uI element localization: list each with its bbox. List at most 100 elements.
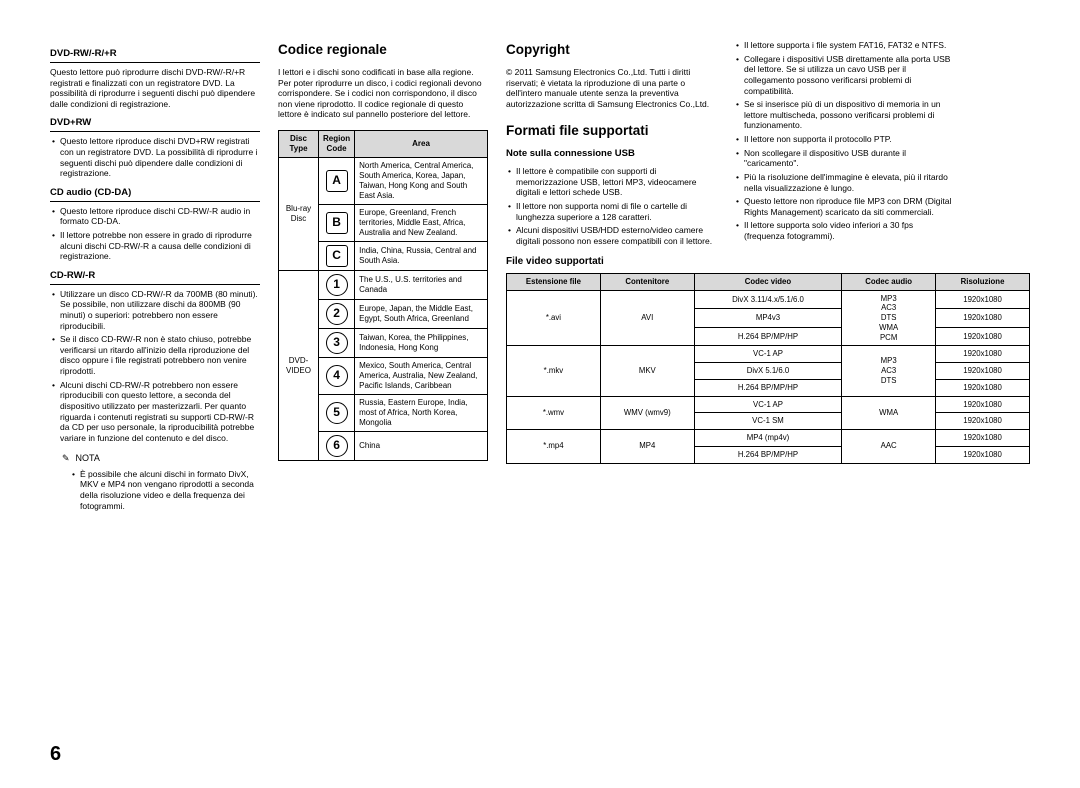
region-icon-a: A <box>326 170 348 192</box>
region-code-cell: 5 <box>319 395 355 432</box>
th-disctype: Disc Type <box>279 131 319 158</box>
cell-res: 1920x1080 <box>936 327 1030 346</box>
cell-cont: WMV (wmv9) <box>600 396 694 429</box>
cell-vcodec: H.264 BP/MP/HP <box>694 327 842 346</box>
region-code-cell: A <box>319 158 355 205</box>
th-region: Region Code <box>319 131 355 158</box>
cell-ext: *.avi <box>507 290 601 346</box>
cell-vcodec: VC-1 AP <box>694 396 842 413</box>
cell-vcodec: H.264 BP/MP/HP <box>694 446 842 463</box>
th-cont: Contenitore <box>600 274 694 291</box>
list-item: Questo lettore riproduce dischi DVD+RW r… <box>50 136 260 179</box>
list-usb: Il lettore è compatibile con supporti di… <box>506 166 716 246</box>
list-item: Il lettore non supporta il protocollo PT… <box>734 134 956 145</box>
cell-res: 1920x1080 <box>936 396 1030 413</box>
cell-acodec: AAC <box>842 430 936 463</box>
heading-dvdprw: DVD+RW <box>50 117 260 132</box>
heading-filevideo: File video supportati <box>506 256 1030 269</box>
note-icon: ✎ <box>62 453 70 463</box>
heading-usb: Note sulla connessione USB <box>506 148 716 162</box>
region-area-cell: The U.S., U.S. territories and Canada <box>355 271 488 300</box>
column-2: Codice regionale I lettori e i dischi so… <box>278 40 488 730</box>
cell-res: 1920x1080 <box>936 346 1030 363</box>
region-icon-c: C <box>326 245 348 267</box>
text-codice: I lettori e i dischi sono codificati in … <box>278 67 488 120</box>
video-table: Estensione file Contenitore Codec video … <box>506 273 1030 464</box>
list-item: Il lettore supporta solo video inferiori… <box>734 220 956 241</box>
column-1: DVD-RW/-R/+R Questo lettore può riprodur… <box>50 40 260 730</box>
cell-ext: *.mp4 <box>507 430 601 463</box>
page-content: DVD-RW/-R/+R Questo lettore può riprodur… <box>50 40 1030 730</box>
column-3: Copyright © 2011 Samsung Electronics Co.… <box>506 40 1030 730</box>
list-item: Il lettore supporta i file system FAT16,… <box>734 40 956 51</box>
cell-bluray-label: Blu-ray Disc <box>279 158 319 271</box>
region-icon-1: 1 <box>326 274 348 296</box>
region-icon-b: B <box>326 212 348 234</box>
th-ext: Estensione file <box>507 274 601 291</box>
cell-vcodec: DivX 3.11/4.x/5.1/6.0 <box>694 290 842 309</box>
nota-list: È possibile che alcuni dischi in formato… <box>70 469 260 512</box>
region-code-cell: B <box>319 205 355 242</box>
list-cdrw: Utilizzare un disco CD-RW/-R da 700MB (8… <box>50 289 260 444</box>
region-code-cell: 2 <box>319 300 355 329</box>
column-4: Il lettore supporta i file system FAT16,… <box>734 40 956 250</box>
cell-vcodec: VC-1 AP <box>694 346 842 363</box>
th-vcodec: Codec video <box>694 274 842 291</box>
list-item: Il lettore potrebbe non essere in grado … <box>50 230 260 262</box>
cell-res: 1920x1080 <box>936 290 1030 309</box>
cell-res: 1920x1080 <box>936 446 1030 463</box>
nota-label: NOTA <box>76 453 100 463</box>
cell-acodec: MP3 AC3 DTS <box>842 346 936 396</box>
region-code-cell: 1 <box>319 271 355 300</box>
cell-res: 1920x1080 <box>936 430 1030 447</box>
region-area-cell: North America, Central America, South Am… <box>355 158 488 205</box>
list-item: Questo lettore non riproduce file MP3 co… <box>734 196 956 217</box>
heading-cdrw: CD-RW/-R <box>50 270 260 285</box>
th-area: Area <box>355 131 488 158</box>
list-cdaudio: Questo lettore riproduce dischi CD-RW/-R… <box>50 206 260 262</box>
list-item: Collegare i dispositivi USB direttamente… <box>734 54 956 97</box>
region-area-cell: India, China, Russia, Central and South … <box>355 242 488 271</box>
cell-cont: MP4 <box>600 430 694 463</box>
cell-acodec: MP3 AC3 DTS WMA PCM <box>842 290 936 346</box>
cell-vcodec: VC-1 SM <box>694 413 842 430</box>
list-item: Il lettore non supporta nomi di file o c… <box>506 201 716 222</box>
cell-dvdvideo-label: DVD-VIDEO <box>279 271 319 461</box>
cell-acodec: WMA <box>842 396 936 429</box>
region-area-cell: Mexico, South America, Central America, … <box>355 358 488 395</box>
region-icon-2: 2 <box>326 303 348 325</box>
list-item: Se si inserisce più di un dispositivo di… <box>734 99 956 131</box>
list-item: Se il disco CD-RW/-R non è stato chiuso,… <box>50 334 260 377</box>
cell-vcodec: MP4 (mp4v) <box>694 430 842 447</box>
cell-res: 1920x1080 <box>936 379 1030 396</box>
region-table: Disc Type Region Code Area Blu-ray Disc … <box>278 130 488 461</box>
heading-formati: Formati file supportati <box>506 123 716 140</box>
heading-cdaudio: CD audio (CD-DA) <box>50 187 260 202</box>
list-item: Il lettore è compatibile con supporti di… <box>506 166 716 198</box>
region-icon-6: 6 <box>326 435 348 457</box>
cell-res: 1920x1080 <box>936 363 1030 380</box>
heading-dvdrw: DVD-RW/-R/+R <box>50 48 260 63</box>
list-item: Utilizzare un disco CD-RW/-R da 700MB (8… <box>50 289 260 332</box>
list-col4: Il lettore supporta i file system FAT16,… <box>734 40 956 242</box>
nota-block: ✎ NOTA <box>62 453 260 464</box>
cell-ext: *.mkv <box>507 346 601 396</box>
heading-codice: Codice regionale <box>278 42 488 59</box>
region-code-cell: 3 <box>319 329 355 358</box>
cell-res: 1920x1080 <box>936 309 1030 328</box>
list-item: Non scollegare il dispositivo USB durant… <box>734 148 956 169</box>
list-item: Questo lettore riproduce dischi CD-RW/-R… <box>50 206 260 227</box>
heading-copyright: Copyright <box>506 42 716 59</box>
region-icon-3: 3 <box>326 332 348 354</box>
region-icon-4: 4 <box>326 365 348 387</box>
cell-ext: *.wmv <box>507 396 601 429</box>
list-item: Più la risoluzione dell'immagine è eleva… <box>734 172 956 193</box>
list-item: È possibile che alcuni dischi in formato… <box>70 469 260 512</box>
region-icon-5: 5 <box>326 402 348 424</box>
region-code-cell: C <box>319 242 355 271</box>
list-item: Alcuni dischi CD-RW/-R potrebbero non es… <box>50 380 260 444</box>
region-code-cell: 6 <box>319 432 355 461</box>
cell-vcodec: MP4v3 <box>694 309 842 328</box>
cell-vcodec: H.264 BP/MP/HP <box>694 379 842 396</box>
text-copyright: © 2011 Samsung Electronics Co.,Ltd. Tutt… <box>506 67 716 110</box>
